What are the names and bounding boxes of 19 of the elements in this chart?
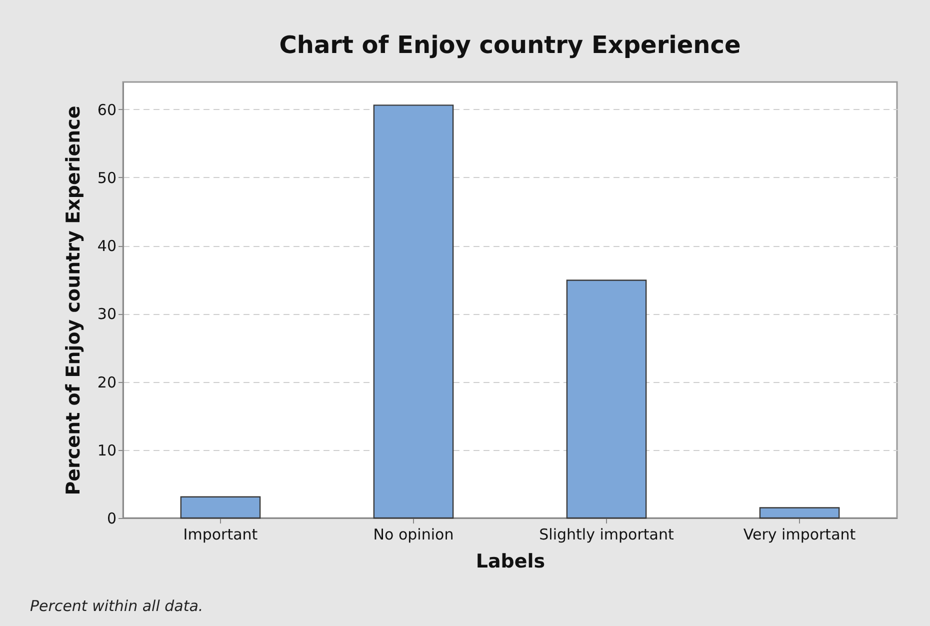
bar	[759, 507, 840, 519]
x-tick-label: Important	[183, 526, 258, 544]
bar	[180, 496, 261, 519]
y-tick-label: 30	[97, 305, 116, 324]
bar	[566, 280, 647, 519]
y-tick-label: 50	[97, 168, 116, 187]
x-tick-label: No opinion	[373, 526, 454, 544]
chart-title: Chart of Enjoy country Experience	[279, 31, 741, 59]
y-tick-label: 20	[97, 373, 116, 392]
x-axis-title: Labels	[476, 550, 546, 572]
x-tick-label: Slightly important	[539, 526, 674, 544]
text: Percent within all data.	[30, 597, 204, 615]
y-tick-label: 40	[97, 237, 116, 255]
y-axis-title: Percent of Enjoy country Experience	[62, 106, 84, 496]
bar	[373, 104, 454, 519]
x-tick-label: Very important	[743, 526, 856, 544]
y-tick-label: 60	[97, 100, 116, 119]
y-tick-label: 10	[97, 441, 116, 460]
y-tick-label: 0	[106, 510, 116, 528]
